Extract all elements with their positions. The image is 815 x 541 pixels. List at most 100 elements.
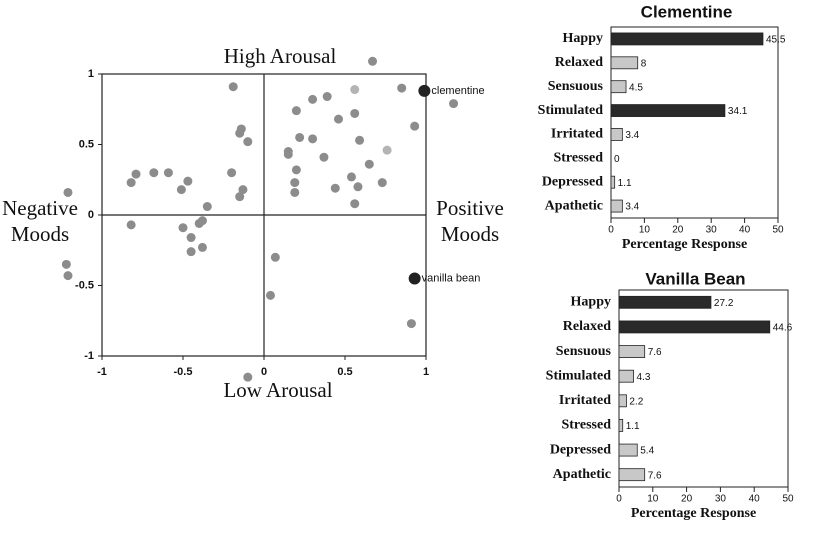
point xyxy=(353,182,363,192)
point xyxy=(295,132,305,142)
x-tick-label: 0 xyxy=(616,494,622,505)
value-label: 45.5 xyxy=(766,35,786,46)
category-label: Relaxed xyxy=(563,319,611,334)
value-label: 4.5 xyxy=(629,82,643,93)
value-label: 0 xyxy=(614,154,620,165)
point xyxy=(291,165,301,175)
point-label: vanilla bean xyxy=(422,272,481,284)
chart-title: Clementine xyxy=(641,2,733,21)
value-label: 4.3 xyxy=(637,372,651,383)
x-tick-label: 50 xyxy=(782,494,794,505)
x-tick-label: 50 xyxy=(772,225,784,236)
point xyxy=(355,135,365,145)
point xyxy=(308,94,318,104)
bar xyxy=(610,80,627,94)
point xyxy=(270,252,280,262)
value-label: 3.4 xyxy=(625,202,639,213)
point xyxy=(63,187,73,197)
point xyxy=(228,82,238,92)
value-label: 27.2 xyxy=(714,298,734,309)
x-axis-label: Percentage Response xyxy=(631,506,756,521)
x-tick-label: -1 xyxy=(97,366,107,378)
bar xyxy=(610,128,623,141)
point xyxy=(202,202,212,212)
bar xyxy=(610,199,623,213)
bar xyxy=(610,32,764,46)
y-tick-label: 1 xyxy=(88,68,94,80)
point xyxy=(410,121,420,131)
point xyxy=(149,168,159,178)
point xyxy=(350,199,360,209)
point xyxy=(61,259,71,269)
plot-frame xyxy=(618,289,789,488)
point xyxy=(176,185,186,195)
point xyxy=(126,178,136,188)
bar xyxy=(618,468,646,482)
point xyxy=(194,218,204,228)
category-label: Stressed xyxy=(553,151,603,166)
category-label: Happy xyxy=(571,295,611,310)
point xyxy=(350,85,360,95)
plot-frame xyxy=(610,26,779,219)
value-label: 1.1 xyxy=(626,421,640,432)
bar xyxy=(610,56,639,70)
bar xyxy=(618,443,638,457)
point xyxy=(346,172,356,182)
x-tick-label: 20 xyxy=(681,494,693,505)
point xyxy=(322,92,332,102)
value-label: 34.1 xyxy=(728,106,748,117)
y-tick-label: -1 xyxy=(84,350,94,362)
axis-label-top: High Arousal xyxy=(224,44,337,68)
x-tick-label: -0.5 xyxy=(174,366,193,378)
category-label: Stimulated xyxy=(546,368,612,383)
value-label: 5.4 xyxy=(640,446,654,457)
x-tick-label: 1 xyxy=(423,366,429,378)
point xyxy=(334,114,344,124)
point xyxy=(235,128,245,138)
bar xyxy=(618,320,771,334)
point xyxy=(364,159,374,169)
category-label: Sensuous xyxy=(548,79,604,94)
x-tick-label: 0.5 xyxy=(337,366,352,378)
point xyxy=(418,84,431,97)
value-label: 7.6 xyxy=(648,347,662,358)
point xyxy=(235,192,245,202)
point xyxy=(377,178,387,188)
category-label: Happy xyxy=(563,31,603,46)
point xyxy=(183,176,193,186)
bar xyxy=(618,419,624,432)
bar xyxy=(610,104,726,117)
point xyxy=(163,168,173,178)
y-tick-label: 0.5 xyxy=(79,138,94,150)
point xyxy=(291,106,301,116)
y-tick-label: -0.5 xyxy=(75,279,94,291)
x-axis-label: Percentage Response xyxy=(622,237,747,252)
bar xyxy=(618,345,646,358)
bar xyxy=(610,175,616,189)
axis-label-bottom: Low Arousal xyxy=(223,378,332,402)
point xyxy=(197,242,207,252)
axis-label-right: Positive Moods xyxy=(436,196,504,246)
category-label: Relaxed xyxy=(555,55,603,70)
axis-label-left: Negative Moods xyxy=(2,196,78,246)
category-label: Apathetic xyxy=(545,198,603,213)
y-tick-label: 0 xyxy=(88,209,94,221)
point xyxy=(186,247,196,257)
point xyxy=(449,99,459,109)
point xyxy=(350,108,360,118)
point xyxy=(368,56,378,66)
value-label: 1.1 xyxy=(618,178,632,189)
point xyxy=(308,134,318,144)
category-label: Apathetic xyxy=(553,467,611,482)
point xyxy=(178,223,188,233)
bar xyxy=(618,394,627,408)
point xyxy=(243,372,253,382)
x-tick-label: 30 xyxy=(715,494,727,505)
value-label: 44.6 xyxy=(773,323,793,334)
value-label: 2.2 xyxy=(629,396,643,407)
x-tick-label: 40 xyxy=(739,225,751,236)
point xyxy=(265,290,275,300)
value-label: 8 xyxy=(641,58,647,69)
point xyxy=(131,169,141,179)
